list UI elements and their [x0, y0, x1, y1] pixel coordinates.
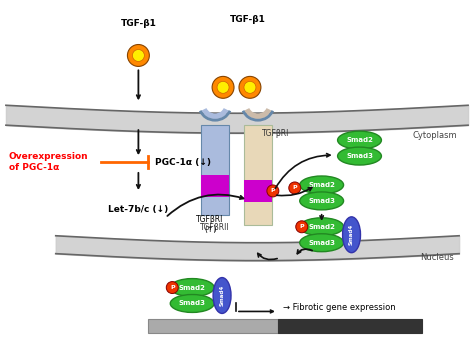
Text: TGF-β1: TGF-β1 [230, 15, 266, 24]
Ellipse shape [343, 217, 361, 253]
Bar [201, 175, 229, 197]
Text: Let-7b/c (↓): Let-7b/c (↓) [108, 205, 169, 214]
Text: Cytoplasm: Cytoplasm [412, 131, 457, 139]
Text: Smad2: Smad2 [308, 224, 335, 230]
Text: TGFβRI
(↑): TGFβRI (↑) [196, 215, 224, 234]
Text: Smad3: Smad3 [308, 240, 335, 246]
Bar [244, 125, 272, 225]
Circle shape [267, 185, 279, 197]
Bar [148, 320, 278, 333]
Circle shape [239, 76, 261, 98]
Circle shape [128, 44, 149, 66]
Circle shape [217, 81, 229, 93]
Circle shape [132, 50, 145, 61]
Ellipse shape [213, 278, 231, 313]
Text: Smad4: Smad4 [349, 224, 354, 245]
Text: PGC-1α (↓): PGC-1α (↓) [155, 158, 211, 167]
Text: Smad2: Smad2 [179, 285, 206, 290]
Ellipse shape [170, 279, 214, 296]
Bar [201, 125, 229, 215]
Text: P: P [292, 185, 297, 191]
Bar [278, 320, 422, 333]
Circle shape [244, 81, 256, 93]
Text: Nucleus: Nucleus [420, 253, 454, 262]
Circle shape [212, 76, 234, 98]
Circle shape [296, 221, 308, 233]
Circle shape [166, 281, 178, 294]
Ellipse shape [300, 176, 344, 194]
Ellipse shape [300, 218, 344, 236]
Text: P: P [170, 285, 174, 290]
Text: Smad4: Smad4 [219, 285, 225, 306]
Text: TGF-β1: TGF-β1 [120, 19, 156, 28]
Text: P: P [271, 188, 275, 193]
Ellipse shape [337, 131, 382, 149]
Text: Smad2: Smad2 [308, 182, 335, 188]
Text: Smad3: Smad3 [179, 301, 206, 306]
Text: Smad2: Smad2 [346, 137, 373, 143]
Text: TGFβRI: TGFβRI [262, 129, 289, 138]
Text: Smad3: Smad3 [346, 153, 373, 159]
Text: → Fibrotic gene expression: → Fibrotic gene expression [283, 303, 395, 312]
Bar [244, 180, 272, 202]
Text: Overexpression
of PGC-1α: Overexpression of PGC-1α [9, 152, 89, 172]
Text: TGFβRII: TGFβRII [201, 223, 230, 232]
Ellipse shape [300, 234, 344, 252]
Ellipse shape [337, 147, 382, 165]
Circle shape [289, 182, 301, 194]
Text: Smad3: Smad3 [308, 198, 335, 204]
Ellipse shape [170, 295, 214, 312]
Text: P: P [300, 224, 304, 229]
Ellipse shape [300, 192, 344, 210]
